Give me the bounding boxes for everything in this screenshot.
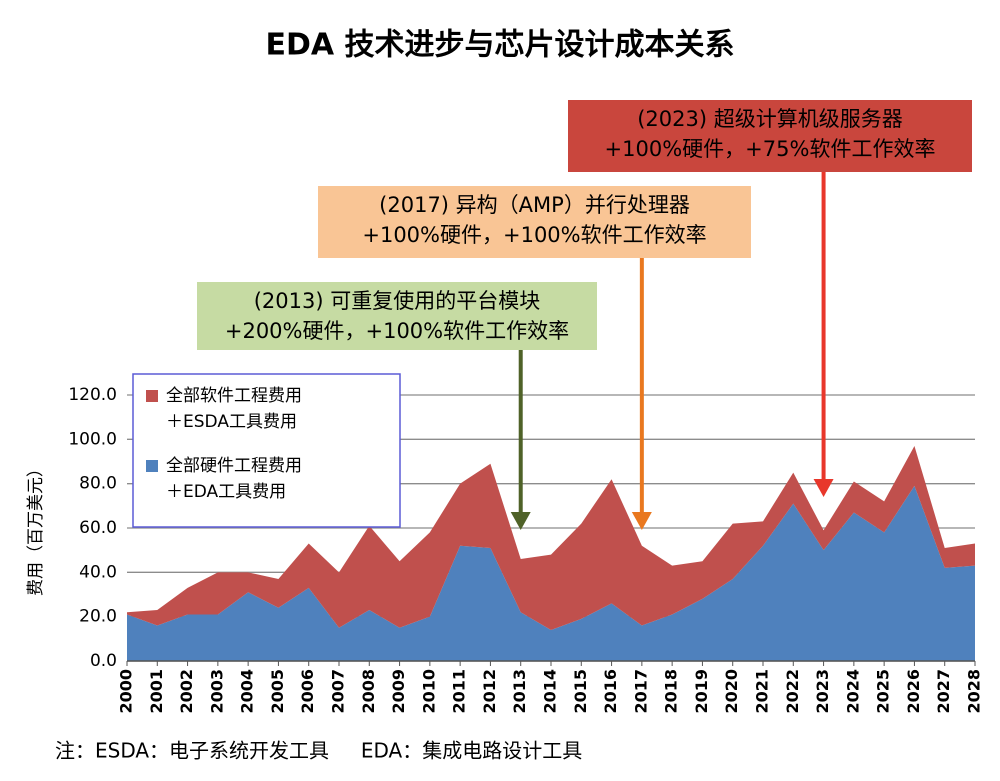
legend-label: ＋ESDA工具费用 [166,412,297,432]
y-tick-label: 100.0 [68,429,117,449]
annotation-text: (2013) 可重复使用的平台模块 [254,289,541,313]
x-tick-label: 2019 [692,669,711,714]
chart-title: EDA 技术进步与芯片设计成本关系 [265,28,734,63]
x-tick-label: 2024 [843,669,862,714]
annotation-text: +200%硬件，+100%软件工作效率 [225,319,569,343]
legend-label: ＋EDA工具费用 [166,482,286,502]
x-tick-label: 2027 [934,669,953,714]
x-tick-label: 2011 [450,669,469,714]
annotation-arrowhead [510,512,531,530]
x-tick-label: 2013 [510,669,529,714]
annotation-box [318,186,751,258]
x-tick-label: 2017 [631,669,650,714]
legend-swatch [146,390,158,402]
x-tick-label: 2023 [813,669,832,714]
x-tick-label: 2007 [329,669,348,714]
x-tick-label: 2025 [874,669,893,714]
x-tick-label: 2010 [419,669,438,714]
x-tick-label: 2016 [601,669,620,714]
x-tick-label: 2026 [904,669,923,714]
y-tick-label: 60.0 [79,518,117,538]
x-tick-label: 2021 [753,669,772,714]
area [127,485,975,661]
x-tick-label: 2020 [722,669,741,714]
area [127,445,975,630]
annotation-text: +100%硬件，+75%软件工作效率 [605,137,936,161]
x-tick-label: 2015 [571,669,590,714]
y-tick-label: 40.0 [79,562,117,582]
footnote: 注：ESDA：电子系统开发工具 EDA：集成电路设计工具 [55,739,582,763]
x-tick-label: 2001 [147,669,166,714]
x-tick-label: 2009 [389,669,408,714]
x-tick-label: 2008 [359,669,378,714]
legend-box [132,373,401,528]
annotation-arrowhead [631,512,652,530]
x-tick-label: 2003 [207,669,226,714]
annotation-text: (2023) 超级计算机级服务器 [637,107,903,131]
y-tick-label: 120.0 [68,385,117,405]
x-tick-label: 2006 [298,669,317,714]
legend-swatch [146,460,158,472]
x-tick-label: 2022 [783,669,802,714]
annotation-box [197,282,597,350]
x-tick-label: 2005 [268,669,287,714]
legend-label: 全部硬件工程费用 [166,456,302,476]
x-tick-label: 2028 [965,669,984,714]
y-tick-label: 0.0 [90,651,117,671]
x-tick-label: 2004 [238,669,257,714]
legend-label: 全部软件工程费用 [166,386,302,406]
y-tick-label: 20.0 [79,607,117,627]
x-tick-label: 2000 [117,669,136,714]
annotation-arrowhead [813,479,834,497]
annotation-box [568,100,972,172]
annotation-text: +100%硬件，+100%软件工作效率 [362,223,706,247]
x-tick-label: 2002 [177,669,196,714]
annotation-text: (2017) 异构（AMP）并行处理器 [379,193,690,217]
y-tick-label: 80.0 [79,474,117,494]
x-tick-label: 2012 [480,669,499,714]
x-tick-label: 2014 [541,669,560,714]
x-tick-label: 2018 [662,669,681,714]
y-axis-label: 费用（百万美元） [26,460,46,596]
